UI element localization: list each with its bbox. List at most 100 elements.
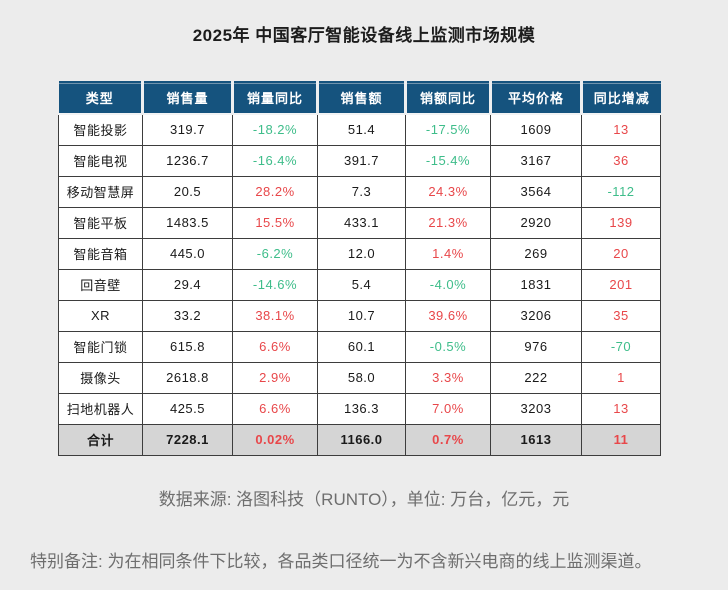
market-data-table: 类型 销售量 销量同比 销售额 销额同比 平均价格 同比增减 智能投影 319.7 -18.2%… (58, 81, 661, 456)
cell: 33.2 (142, 299, 233, 332)
cell: 6.6% (232, 330, 318, 363)
cell: 7.3 (317, 175, 406, 208)
table-row: 智能门锁 615.8 6.6% 60.1 -0.5% 976 -70 (58, 330, 661, 363)
page-title: 2025年 中国客厅智能设备线上监测市场规模 (192, 26, 536, 45)
cell: 1613 (490, 423, 582, 456)
cell: 2920 (490, 206, 582, 239)
cell: 29.4 (142, 268, 233, 301)
cell: 60.1 (317, 330, 406, 363)
table-row: 智能平板 1483.5 15.5% 433.1 21.3% 2920 139 (58, 206, 661, 239)
row-label: 智能投影 (58, 113, 143, 146)
cell: 12.0 (317, 237, 406, 270)
cell: 976 (490, 330, 582, 363)
cell: 36 (581, 144, 661, 177)
cell: -112 (581, 175, 661, 208)
cell: 269 (490, 237, 582, 270)
cell: 1831 (490, 268, 582, 301)
cell: 0.02% (232, 423, 318, 456)
cell: 28.2% (232, 175, 318, 208)
column-header-6: 同比增减 (580, 81, 661, 115)
table-row: 移动智慧屏 20.5 28.2% 7.3 24.3% 3564 -112 (58, 175, 661, 208)
table-body: 智能投影 319.7 -18.2% 51.4 -17.5% 1609 13 智能电视 1236.… (58, 113, 661, 456)
table-row: 智能电视 1236.7 -16.4% 391.7 -15.4% 3167 36 (58, 144, 661, 177)
table-row: 回音壁 29.4 -14.6% 5.4 -4.0% 1831 201 (58, 268, 661, 301)
table-total-row: 合计 7228.1 0.02% 1166.0 0.7% 1613 11 (58, 423, 661, 456)
cell: -4.0% (405, 268, 491, 301)
table-row: 智能投影 319.7 -18.2% 51.4 -17.5% 1609 13 (58, 113, 661, 146)
cell: 39.6% (405, 299, 491, 332)
row-label: 移动智慧屏 (58, 175, 143, 208)
cell: 13 (581, 392, 661, 425)
row-label: XR (58, 299, 143, 332)
cell: 24.3% (405, 175, 491, 208)
cell: 1.4% (405, 237, 491, 270)
cell: 1166.0 (317, 423, 406, 456)
cell: 3206 (490, 299, 582, 332)
cell: 391.7 (317, 144, 406, 177)
cell: 20.5 (142, 175, 233, 208)
column-header-0: 类型 (58, 81, 144, 115)
cell: 51.4 (317, 113, 406, 146)
row-label: 合计 (58, 423, 143, 456)
cell: 3564 (490, 175, 582, 208)
row-label: 智能音箱 (58, 237, 143, 270)
cell: 3167 (490, 144, 582, 177)
cell: -18.2% (232, 113, 318, 146)
cell: 7228.1 (142, 423, 233, 456)
table-row: 摄像头 2618.8 2.9% 58.0 3.3% 222 1 (58, 361, 661, 394)
cell: 13 (581, 113, 661, 146)
cell: 10.7 (317, 299, 406, 332)
table-header-row: 类型 销售量 销量同比 销售额 销额同比 平均价格 同比增减 (58, 81, 661, 115)
cell: 222 (490, 361, 582, 394)
row-label: 智能门锁 (58, 330, 143, 363)
cell: 136.3 (317, 392, 406, 425)
table-row: 智能音箱 445.0 -6.2% 12.0 1.4% 269 20 (58, 237, 661, 270)
cell: 201 (581, 268, 661, 301)
cell: 445.0 (142, 237, 233, 270)
cell: -6.2% (232, 237, 318, 270)
cell: -17.5% (405, 113, 491, 146)
cell: 1483.5 (142, 206, 233, 239)
special-note: 特别备注: 为在相同条件下比较，各品类口径统一为不含新兴电商的线上监测渠道。 (30, 551, 652, 571)
cell: 35 (581, 299, 661, 332)
row-label: 智能平板 (58, 206, 143, 239)
cell: 1236.7 (142, 144, 233, 177)
cell: -16.4% (232, 144, 318, 177)
row-label: 摄像头 (58, 361, 143, 394)
cell: -0.5% (405, 330, 491, 363)
row-label: 扫地机器人 (58, 392, 143, 425)
cell: 58.0 (317, 361, 406, 394)
data-source-note: 数据来源: 洛图科技（RUNTO），单位: 万台，亿元，元 (158, 489, 570, 509)
cell: 2.9% (232, 361, 318, 394)
row-label: 智能电视 (58, 144, 143, 177)
row-label: 回音壁 (58, 268, 143, 301)
column-header-3: 销售额 (316, 81, 407, 115)
column-header-1: 销售量 (141, 81, 234, 115)
cell: 6.6% (232, 392, 318, 425)
cell: 21.3% (405, 206, 491, 239)
cell: 615.8 (142, 330, 233, 363)
column-header-5: 平均价格 (489, 81, 583, 115)
table-row: 扫地机器人 425.5 6.6% 136.3 7.0% 3203 13 (58, 392, 661, 425)
cell: 319.7 (142, 113, 233, 146)
cell: 7.0% (405, 392, 491, 425)
cell: -15.4% (405, 144, 491, 177)
cell: 3203 (490, 392, 582, 425)
cell: 1 (581, 361, 661, 394)
cell: -70 (581, 330, 661, 363)
cell: 5.4 (317, 268, 406, 301)
cell: 20 (581, 237, 661, 270)
cell: 15.5% (232, 206, 318, 239)
cell: 1609 (490, 113, 582, 146)
cell: 139 (581, 206, 661, 239)
cell: 11 (581, 423, 661, 456)
cell: 38.1% (232, 299, 318, 332)
cell: 3.3% (405, 361, 491, 394)
column-header-4: 销额同比 (404, 81, 492, 115)
cell: 425.5 (142, 392, 233, 425)
cell: 433.1 (317, 206, 406, 239)
cell: 2618.8 (142, 361, 233, 394)
table-row: XR 33.2 38.1% 10.7 39.6% 3206 35 (58, 299, 661, 332)
cell: -14.6% (232, 268, 318, 301)
